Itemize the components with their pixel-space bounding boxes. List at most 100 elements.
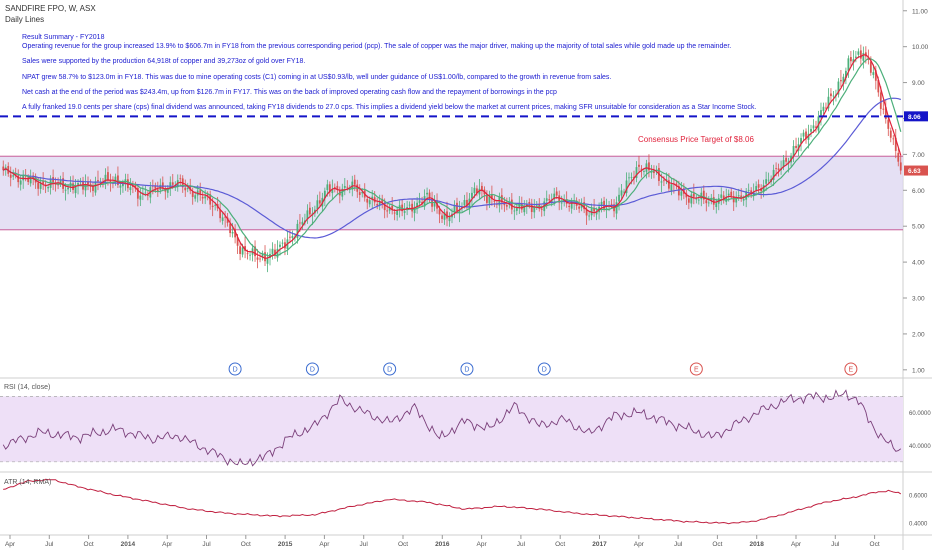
x-axis-tick-label: Jul [45,541,54,548]
note-line-4: NPAT grew 58.7% to $123.0m in FY18. This… [22,74,612,81]
candle-body [119,185,122,188]
x-axis-tick-label: Oct [712,541,722,548]
candle-body [623,191,625,193]
candle-body [89,183,92,186]
candle-body [107,172,109,180]
candle-body [84,184,87,191]
candle-body [742,198,745,201]
candle-body [648,162,650,171]
candle-body [777,168,780,170]
candle-body [618,194,620,202]
x-axis-tick-label: Jul [360,541,369,548]
x-axis-tick-label: Apr [791,541,802,548]
candle-body [697,199,700,201]
event-marker [689,362,703,376]
candle-body [318,200,321,204]
candle-body [186,187,189,190]
candle-body [628,177,630,179]
candle-body [201,196,204,199]
candle-body [234,228,237,238]
candle-body [560,202,563,204]
atr-pane-title: ATR (14, RMA) [4,479,52,486]
candle-body [782,160,785,168]
candle-body [64,189,67,191]
candle-body [413,208,416,214]
candle-body [840,80,842,82]
candle-body [817,116,820,131]
y-axis-tick-label: 2.00 [912,331,925,338]
candle-body [226,217,229,223]
candle-body [747,189,750,191]
atr-tick-label: 0.6000 [909,494,928,500]
candle-body [553,193,556,200]
candle-body [857,51,860,55]
candle-body [231,232,234,234]
candle-body [825,107,827,109]
candle-body [872,72,875,75]
candle-body [755,186,758,191]
candle-body [306,210,309,220]
candle-body [453,204,456,213]
candle-body [229,223,232,234]
candle-body [650,172,653,173]
candle-body [800,138,802,144]
event-marker-label: D [387,367,392,374]
candle-body [199,190,202,195]
rsi-pane-title: RSI (14, close) [4,384,51,391]
event-marker-label: D [310,367,315,374]
candle-body [725,196,728,202]
candle-body [24,175,27,177]
candle-body [328,184,331,193]
x-axis-tick-label: Apr [477,541,488,548]
candle-body [595,211,598,215]
candle-body [585,209,588,216]
candle-body [847,58,850,71]
x-axis-tick-label: 2015 [278,541,293,548]
candle-body [815,126,817,128]
candle-body [94,181,97,193]
x-axis-tick-label: Oct [398,541,408,548]
y-axis-tick-label: 6.00 [912,188,925,195]
candle-body [767,179,770,181]
candle-body [578,206,581,209]
candle-body [438,209,441,215]
note-line-3: Sales were supported by the production 6… [22,58,306,65]
candle-body [545,198,548,201]
x-axis-tick-label: Oct [241,541,251,548]
candle-body [316,200,319,209]
candle-body [47,187,50,189]
candle-body [446,211,448,219]
candle-body [488,196,491,204]
candle-body [503,203,506,206]
candle-body [194,195,197,199]
candle-body [371,196,374,200]
candle-body [458,209,461,213]
candle-body [625,180,628,194]
note-line-2: Operating revenue for the group increase… [22,43,732,50]
candle-body [820,110,822,116]
candle-body [381,198,384,203]
candle-body [897,152,900,162]
event-marker [228,362,242,376]
candle-body [702,190,705,200]
candle-body [134,184,137,189]
event-marker-label: D [464,367,469,374]
candle-body [605,208,608,210]
candle-body [441,215,443,219]
note-line-6: A fully franked 19.0 cents per share (cp… [22,104,757,111]
candle-body [92,186,94,191]
candle-body [795,145,797,148]
candle-body [568,205,571,207]
event-marker-label: D [233,367,238,374]
candle-body [184,187,187,191]
candle-body [386,210,389,212]
y-axis-tick-label: 5.00 [912,224,925,231]
candle-body [74,185,77,194]
candle-body [221,217,224,221]
candle-body [206,194,209,196]
candle-body [845,70,847,79]
candle-body [540,208,543,210]
candle-body [874,70,877,81]
candle-body [366,198,369,203]
